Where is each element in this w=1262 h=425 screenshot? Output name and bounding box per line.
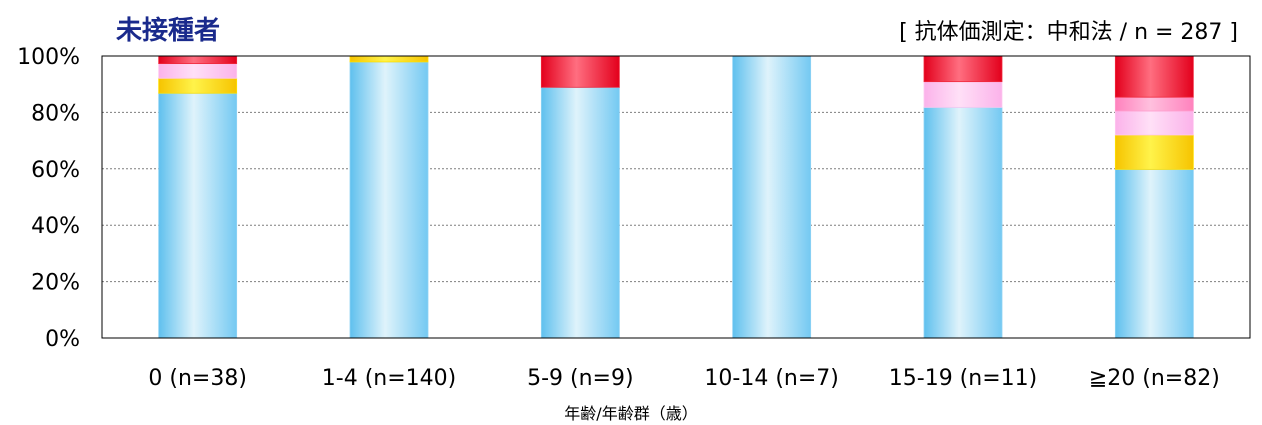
y-tick-label: 0%: [45, 327, 80, 352]
bars: [158, 55, 1194, 339]
bar-segment-yellow: [1114, 134, 1194, 170]
y-tick-label: 80%: [31, 101, 80, 126]
bar-segment-light_pink: [1114, 110, 1194, 136]
chart-note: [ 抗体価測定：中和法 / n = 287 ]: [899, 20, 1238, 45]
bar-segment-blue: [349, 61, 429, 339]
bar-segment-blue: [732, 55, 812, 339]
bar-segment-blue: [1114, 168, 1194, 339]
bar-segment-light_pink: [158, 63, 238, 79]
bar-segment-pink: [1114, 96, 1194, 112]
grid-lines: [102, 111, 1250, 283]
y-tick-label: 60%: [31, 158, 80, 183]
bar-segment-blue: [158, 92, 238, 339]
bar-segment-red: [923, 55, 1003, 83]
x-axis-label: 年齢/年齢群（歳）: [564, 404, 698, 423]
bar-segment-red: [1114, 55, 1194, 98]
x-tick-label: 1-4 (n=140): [322, 366, 456, 391]
plot-frame: [101, 55, 1251, 339]
bar-segment-blue: [923, 106, 1003, 339]
bar-segment-light_pink: [923, 81, 1003, 108]
x-tick-labels: 0 (n=38) 1-4 (n=140) 5-9 (n=9) 10-14 (n=7) 1…: [148, 366, 1219, 391]
y-tick-label: 100%: [17, 45, 80, 70]
x-tick-label: ≧20 (n=82): [1089, 366, 1220, 391]
y-tick-label: 20%: [31, 271, 80, 296]
bar-segment-yellow: [349, 55, 429, 63]
bar-segment-yellow: [158, 77, 238, 94]
x-tick-label: 10-14 (n=7): [704, 366, 838, 391]
x-tick-label: 5-9 (n=9): [527, 366, 633, 391]
bar-segment-red: [158, 55, 238, 65]
x-tick-label: 15-19 (n=11): [889, 366, 1037, 391]
bar-segment-red: [540, 55, 620, 88]
y-tick-label: 40%: [31, 214, 80, 239]
y-tick-labels: 0% 20% 40% 60% 80% 100%: [17, 45, 80, 352]
x-tick-label: 0 (n=38): [148, 366, 247, 391]
chart-title: 未接種者: [116, 16, 221, 46]
bar-segment-blue: [540, 86, 620, 339]
